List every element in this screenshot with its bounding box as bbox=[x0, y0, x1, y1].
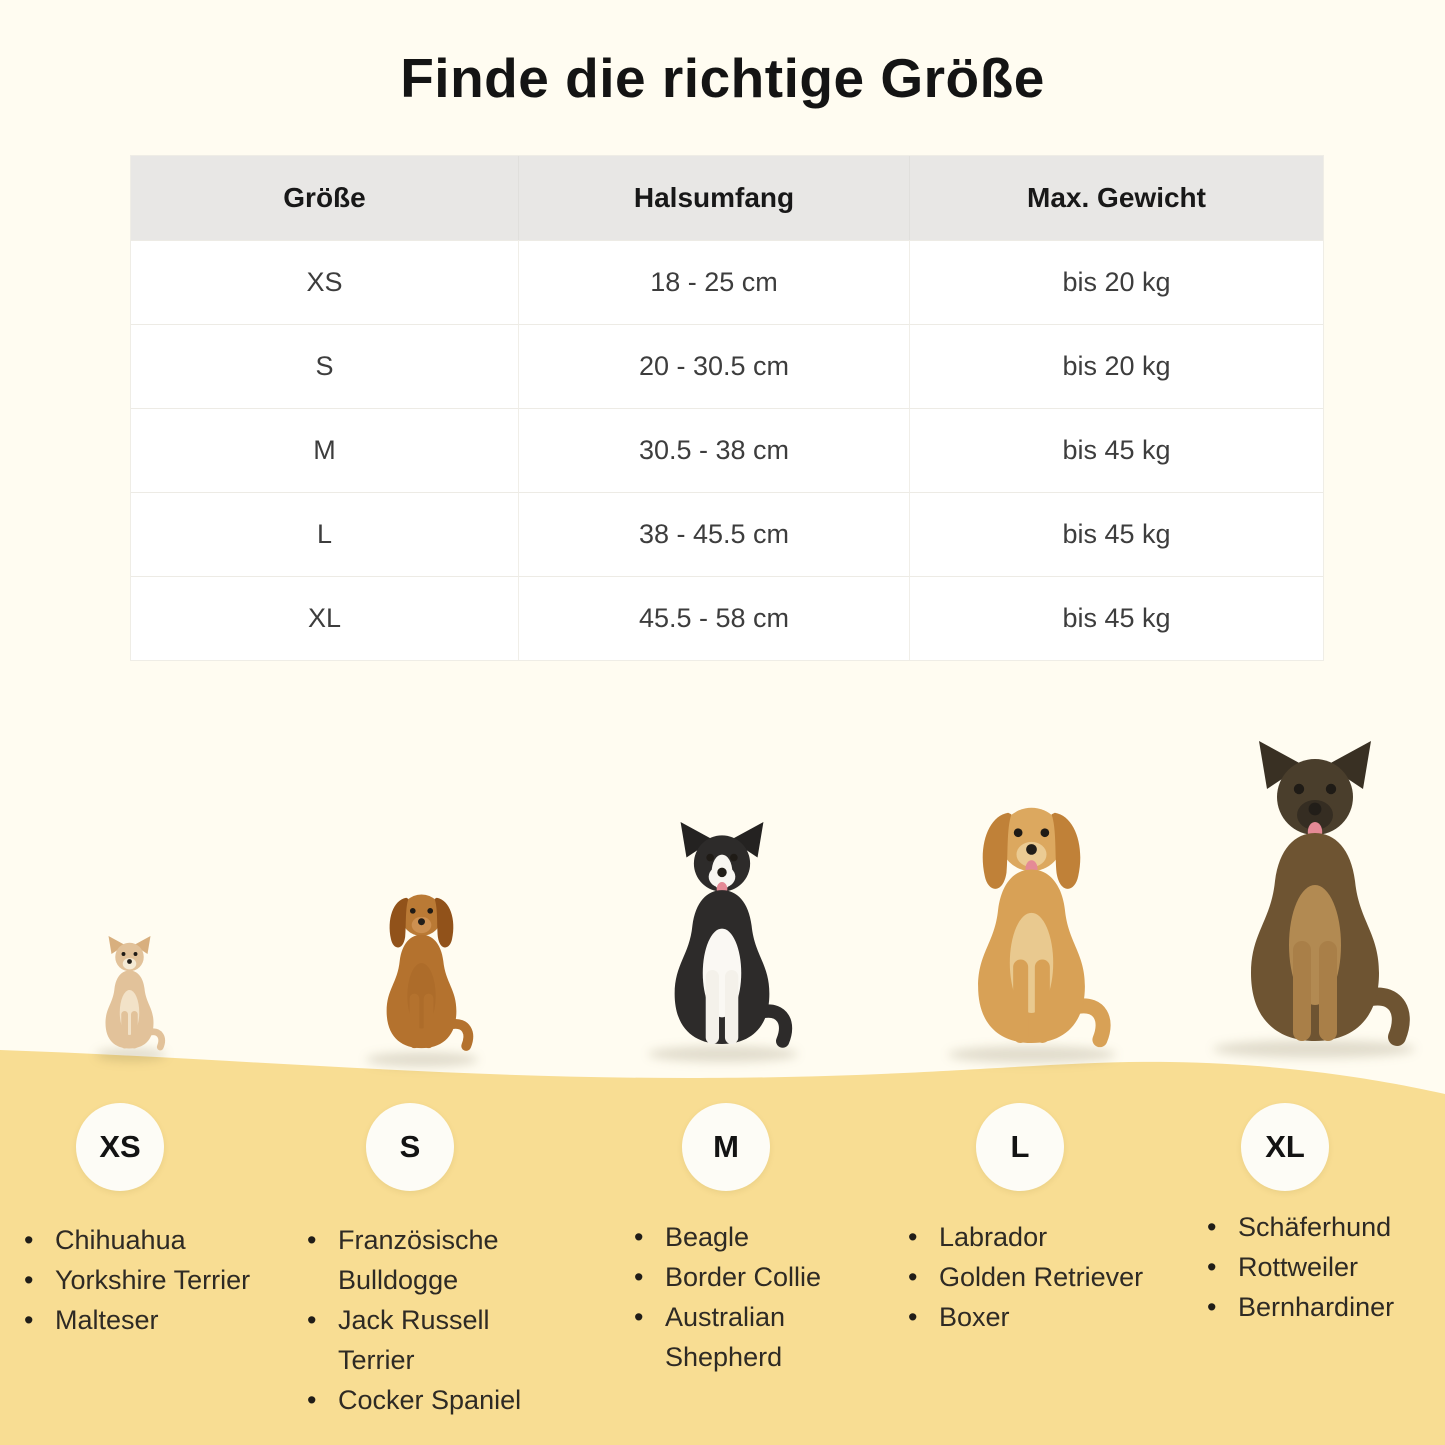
size-badge-s: S bbox=[366, 1103, 454, 1191]
dog-illustration-border-collie bbox=[648, 816, 796, 1053]
cell-weight: bis 20 kg bbox=[909, 240, 1323, 324]
dog-illustration-chihuahua bbox=[92, 933, 167, 1053]
dog-illustration-german-shepherd bbox=[1215, 733, 1415, 1053]
size-badge-l: L bbox=[976, 1103, 1064, 1191]
cell-neck: 45.5 - 58 cm bbox=[518, 576, 909, 660]
breed-list-xs: Chihuahua Yorkshire Terrier Malteser bbox=[22, 1220, 272, 1340]
cell-neck: 38 - 45.5 cm bbox=[518, 492, 909, 576]
dog-shadow bbox=[948, 1046, 1116, 1063]
size-badge-xl: XL bbox=[1241, 1103, 1329, 1191]
cell-weight: bis 45 kg bbox=[909, 408, 1323, 492]
header-cell-max-gewicht: Max. Gewicht bbox=[909, 156, 1323, 240]
breed-item: Australian Shepherd bbox=[632, 1297, 845, 1377]
dog-shadow bbox=[1213, 1040, 1415, 1058]
breed-item: Jack Russell Terrier bbox=[305, 1300, 548, 1380]
table-row: M 30.5 - 38 cm bis 45 kg bbox=[131, 408, 1323, 492]
breed-list-s: Französische Bulldogge Jack Russell Terr… bbox=[305, 1220, 548, 1420]
breed-list-m: Beagle Border Collie Australian Shepherd bbox=[632, 1217, 845, 1377]
dog-shadow bbox=[648, 1046, 798, 1062]
breed-item: Labrador bbox=[906, 1217, 1171, 1257]
table-header-row: Größe Halsumfang Max. Gewicht bbox=[131, 156, 1323, 240]
cell-size: XS bbox=[131, 240, 518, 324]
dog-shadow bbox=[96, 1048, 166, 1061]
breed-item: Bernhardiner bbox=[1205, 1287, 1443, 1327]
cell-size: XL bbox=[131, 576, 518, 660]
breed-item: Cocker Spaniel bbox=[305, 1380, 548, 1420]
breed-item: Yorkshire Terrier bbox=[22, 1260, 272, 1300]
table-row: XL 45.5 - 58 cm bis 45 kg bbox=[131, 576, 1323, 660]
cell-size: L bbox=[131, 492, 518, 576]
breed-item: Golden Retriever bbox=[906, 1257, 1171, 1297]
size-table: Größe Halsumfang Max. Gewicht XS 18 - 25… bbox=[130, 155, 1324, 661]
table-row: S 20 - 30.5 cm bis 20 kg bbox=[131, 324, 1323, 408]
cell-weight: bis 45 kg bbox=[909, 576, 1323, 660]
header-cell-halsumfang: Halsumfang bbox=[518, 156, 909, 240]
breed-list-xl: Schäferhund Rottweiler Bernhardiner bbox=[1205, 1207, 1443, 1327]
dog-illustration-golden-retriever bbox=[948, 786, 1115, 1053]
breed-item: Französische Bulldogge bbox=[305, 1220, 548, 1300]
size-badge-xs: XS bbox=[76, 1103, 164, 1191]
dog-shadow bbox=[366, 1052, 478, 1067]
cell-neck: 18 - 25 cm bbox=[518, 240, 909, 324]
breed-item: Malteser bbox=[22, 1300, 272, 1340]
cell-size: M bbox=[131, 408, 518, 492]
table-row: XS 18 - 25 cm bis 20 kg bbox=[131, 240, 1323, 324]
size-badge-m: M bbox=[682, 1103, 770, 1191]
breed-list-l: Labrador Golden Retriever Boxer bbox=[906, 1217, 1171, 1337]
cell-weight: bis 20 kg bbox=[909, 324, 1323, 408]
breed-item: Beagle bbox=[632, 1217, 845, 1257]
breed-item: Rottweiler bbox=[1205, 1247, 1443, 1287]
table-row: L 38 - 45.5 cm bis 45 kg bbox=[131, 492, 1323, 576]
cell-weight: bis 45 kg bbox=[909, 492, 1323, 576]
breed-item: Border Collie bbox=[632, 1257, 845, 1297]
dog-illustration-cocker-spaniel bbox=[367, 880, 476, 1055]
page-title: Finde die richtige Größe bbox=[400, 47, 1045, 109]
cell-size: S bbox=[131, 324, 518, 408]
cell-neck: 20 - 30.5 cm bbox=[518, 324, 909, 408]
band-wave bbox=[0, 1050, 1445, 1100]
breed-item: Boxer bbox=[906, 1297, 1171, 1337]
breed-item: Chihuahua bbox=[22, 1220, 272, 1260]
cell-neck: 30.5 - 38 cm bbox=[518, 408, 909, 492]
header-cell-groesse: Größe bbox=[131, 156, 518, 240]
breed-item: Schäferhund bbox=[1205, 1207, 1443, 1247]
